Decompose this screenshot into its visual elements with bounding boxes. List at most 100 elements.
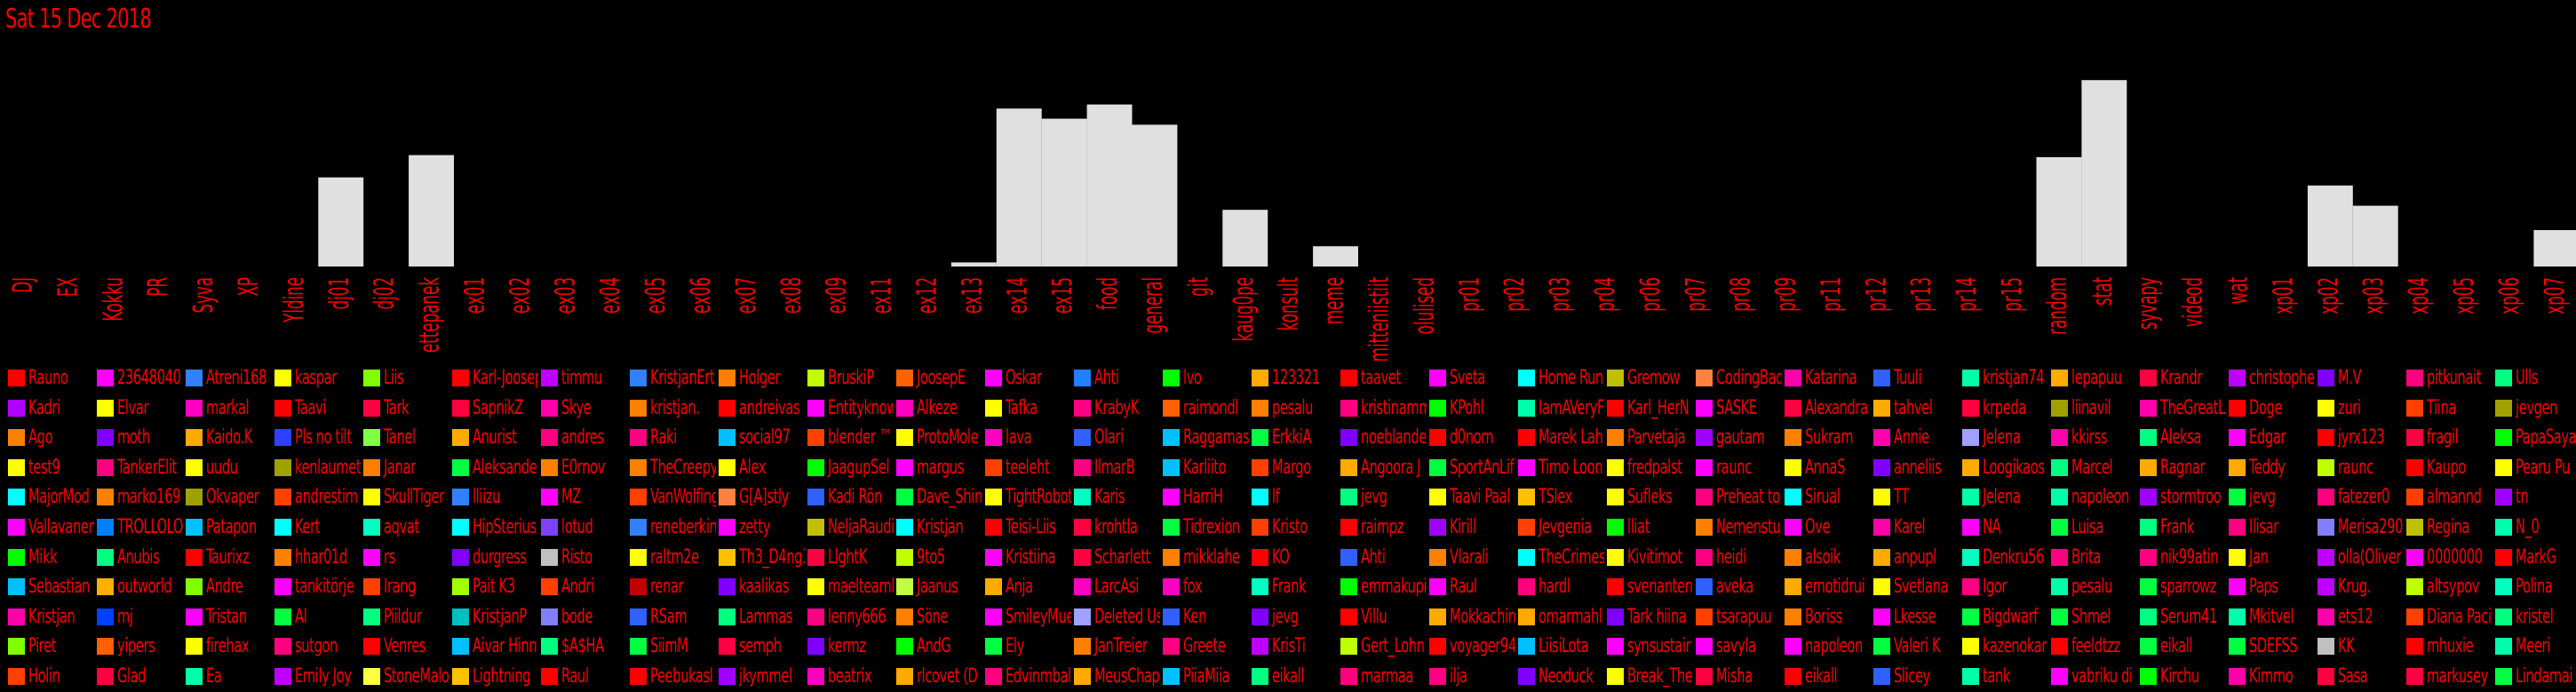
legend-swatch [97, 608, 114, 625]
legend-swatch [2051, 399, 2068, 417]
legend-label: Alex [739, 456, 767, 479]
legend-item: TheCreepy [630, 454, 716, 483]
legend-swatch [2051, 519, 2068, 536]
legend-item: Mokkachin [1429, 603, 1515, 632]
legend-label: emmakupi [1361, 576, 1427, 599]
x-tick-label: pr14 [1951, 277, 1982, 312]
bar-food [1086, 104, 1133, 266]
legend-label: Jelena [1983, 426, 2021, 449]
legend-label: TheCrimes [1538, 545, 1604, 569]
legend-label: rlcovet (D [917, 665, 978, 688]
legend-label: almannd [2427, 486, 2482, 509]
legend-label: omarmahl [1538, 605, 1602, 628]
legend-item: Peebukasl [630, 663, 716, 692]
legend-label: KrabyK [1094, 396, 1139, 419]
legend-item: tankitörje [274, 573, 361, 602]
legend-swatch [2406, 638, 2423, 656]
legend-swatch [186, 370, 203, 386]
legend-label: teeleht [1006, 456, 1050, 479]
legend-item: Pait K3 [452, 573, 538, 602]
legend-item: Tidrexion [1163, 513, 1249, 543]
legend-label: Karel [1894, 516, 1926, 538]
legend-item: Kristiina [985, 544, 1071, 573]
legend-item: Taavi Paal [1429, 483, 1515, 513]
legend-swatch [1785, 458, 1801, 476]
legend-item: Andri [541, 573, 627, 602]
legend-item: jevgen [2495, 394, 2576, 424]
legend-swatch [630, 519, 647, 536]
legend-item: Jevgenia [1518, 513, 1604, 543]
legend-label: Oskar [1006, 367, 1042, 389]
legend-label: tank [1983, 665, 2011, 688]
legend-swatch [985, 370, 1002, 386]
legend-swatch [2318, 578, 2334, 596]
legend-label: LlghtK [828, 545, 867, 569]
bar-group [318, 80, 2576, 266]
legend-item: Piret [8, 632, 94, 662]
legend-label: Edgar [2249, 426, 2286, 449]
legend-label: lliat [1627, 516, 1650, 538]
legend-item: Polina [2495, 573, 2576, 602]
x-tick-label: pr06 [1634, 277, 1666, 312]
legend-label: lepapuu [2071, 367, 2122, 389]
legend-label: jevg [1272, 605, 1299, 628]
legend-item: Luisa [2051, 513, 2137, 543]
legend-swatch [2140, 578, 2157, 596]
legend-label: TROLLOLOL [117, 516, 183, 538]
legend-swatch [2495, 399, 2512, 417]
legend-swatch [97, 638, 114, 656]
legend-item: lotud [541, 513, 627, 543]
legend-label: Aleksander [473, 456, 538, 479]
legend-swatch [452, 458, 469, 476]
legend-label: Pait K3 [473, 576, 515, 599]
legend-label: lotud [561, 516, 593, 538]
legend-item: sparrowz [2140, 573, 2226, 602]
legend-item: Bigdwarf [1962, 603, 2048, 632]
legend-item: Kristjan [896, 513, 982, 543]
legend-label: Tark [384, 396, 409, 419]
x-tick-label: ex13 [957, 277, 988, 314]
legend-item: heidi [1696, 544, 1782, 573]
legend-label: Sufleks [1627, 486, 1673, 509]
legend-swatch [2229, 578, 2246, 596]
legend-label: Taavi [295, 396, 327, 419]
legend-item: tsarapuu [1696, 603, 1782, 632]
legend-label: tn [2516, 486, 2529, 509]
legend-swatch [1074, 399, 1091, 417]
legend-item: noeblande [1340, 424, 1427, 453]
legend-item: Raki [630, 424, 716, 453]
legend-label: Raki [650, 426, 677, 449]
legend-swatch [1962, 429, 1979, 447]
legend-label: Entityknow [828, 396, 894, 419]
legend-swatch [1163, 458, 1180, 476]
legend-label: Ulls [2516, 367, 2539, 389]
legend-label: IlmarB [1094, 456, 1135, 479]
legend-item: Holger [719, 364, 805, 394]
legend-label: blender ™ [828, 426, 892, 449]
legend-swatch [1962, 489, 1979, 506]
legend-swatch [630, 608, 647, 625]
bar-kaug0pe [1222, 210, 1268, 266]
legend-label: zetty [739, 516, 770, 538]
legend-item: raimpz [1340, 513, 1427, 543]
legend-label: JoosepE [917, 367, 966, 389]
legend-swatch [1696, 638, 1713, 656]
legend-item: Aleksa [2140, 424, 2226, 453]
legend-swatch [2051, 458, 2068, 476]
legend-swatch [1696, 548, 1713, 566]
legend-label: Dave_Shin [917, 486, 982, 509]
legend-label: kazenokar [1983, 635, 2047, 658]
legend-item: KK [2318, 632, 2404, 662]
legend-label: G[A]stly [739, 486, 789, 509]
legend-label: Brita [2071, 545, 2101, 569]
legend-item: AnnaS [1785, 454, 1871, 483]
legend-swatch [2495, 458, 2512, 476]
legend-swatch [2495, 578, 2512, 596]
legend-label: renar [650, 576, 684, 599]
legend-label: reneberkin [650, 516, 716, 538]
legend-swatch [541, 458, 558, 476]
legend-item: marko169 [97, 483, 183, 513]
legend-swatch [363, 519, 380, 536]
legend-label: N_0 [2516, 516, 2540, 538]
x-tick-label: PR [142, 277, 173, 297]
